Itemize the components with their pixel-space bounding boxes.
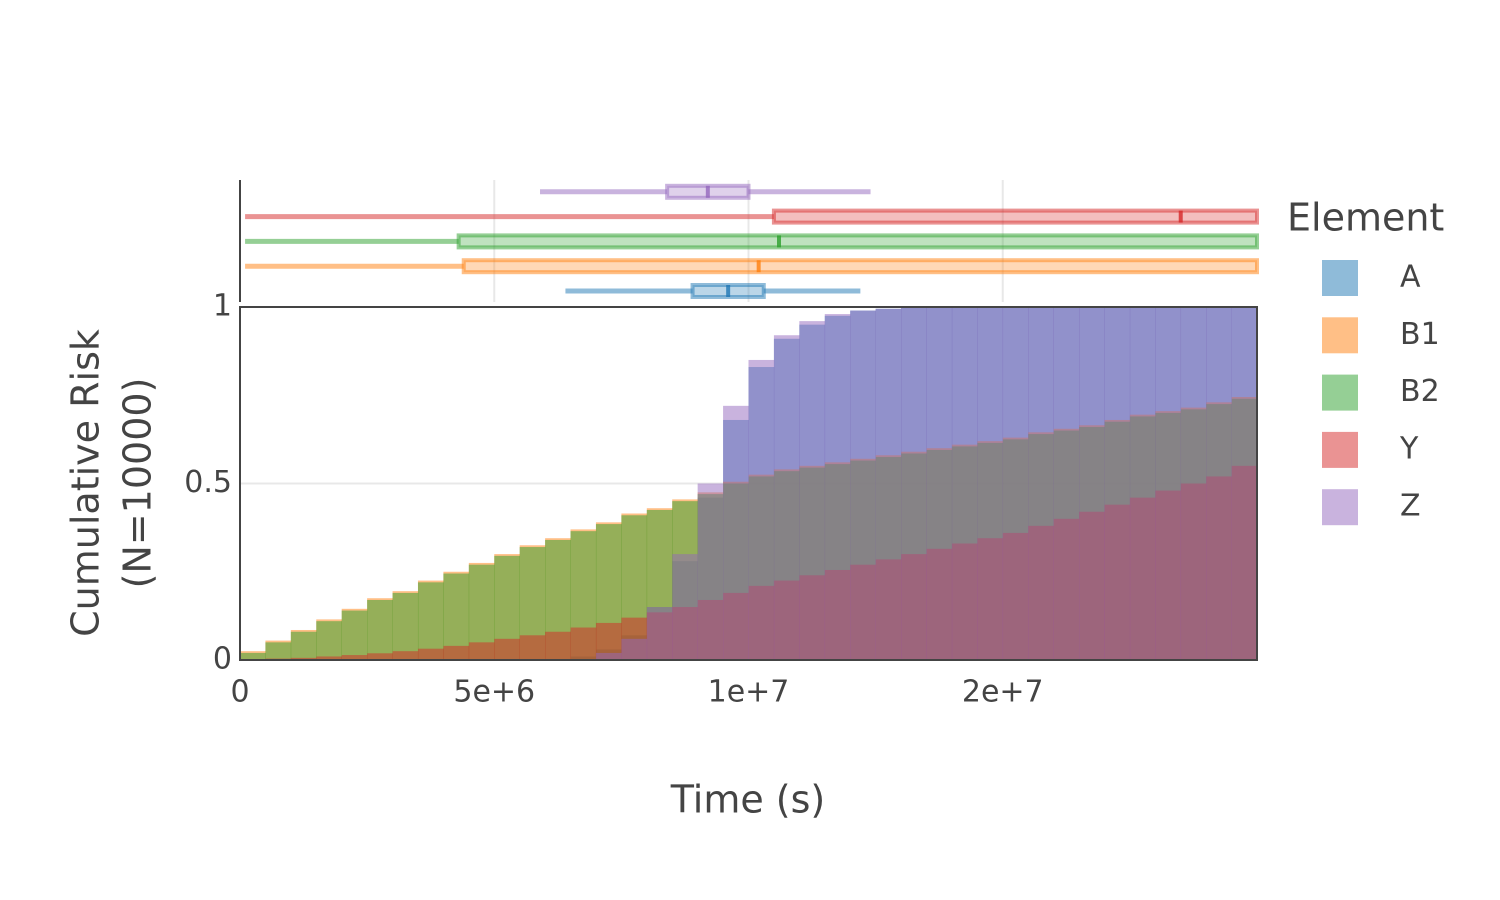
histogram-bar	[494, 638, 520, 660]
y-tick-label: 1	[213, 289, 232, 324]
box	[771, 208, 1259, 225]
legend-swatch	[1322, 374, 1358, 411]
histogram-bar	[595, 652, 622, 660]
histogram-bar	[443, 645, 470, 660]
histogram-bar	[545, 631, 571, 660]
histogram-bar	[1104, 307, 1131, 660]
histogram-bar	[951, 307, 978, 660]
histogram-bar	[1155, 307, 1182, 660]
histogram-bar	[341, 655, 368, 660]
histogram-bar	[341, 610, 368, 660]
histogram-bar	[1079, 307, 1105, 660]
histogram-bar	[901, 307, 927, 660]
histogram-bar	[1129, 307, 1156, 660]
box	[456, 233, 1259, 250]
histogram-bar	[824, 314, 851, 660]
histogram-bar	[1053, 307, 1080, 660]
legend-label: Z	[1400, 489, 1421, 524]
y-tick-label: 0	[213, 642, 232, 677]
y-axis-title: (N=10000)	[116, 378, 160, 589]
histogram-bar	[850, 310, 876, 660]
legend-swatch	[1322, 260, 1358, 296]
histogram-bar	[977, 307, 1004, 660]
histogram-bar	[468, 642, 495, 660]
legend-label: Y	[1399, 431, 1419, 466]
histogram-bar	[290, 657, 317, 660]
y-axis-title: Cumulative Risk	[64, 329, 108, 637]
legend-title: Element	[1287, 196, 1444, 240]
x-tick-label: 2e+7	[962, 675, 1044, 710]
x-axis-title: Time (s)	[670, 778, 826, 822]
x-tick-label: 5e+6	[453, 675, 535, 710]
x-tick-label: 0	[230, 675, 249, 710]
histogram-bar	[367, 653, 393, 660]
legend-swatch	[1322, 431, 1358, 468]
histogram-bar	[1002, 307, 1029, 660]
histogram-bar	[367, 599, 393, 660]
histogram-bar	[392, 592, 419, 660]
histogram-bar	[240, 652, 266, 660]
histogram-bar	[417, 648, 444, 660]
legend-label: A	[1400, 260, 1421, 295]
plot-frame	[239, 306, 1258, 661]
histogram-bar	[316, 621, 342, 660]
histogram-bar	[1180, 307, 1207, 660]
legend-label: B1	[1400, 317, 1440, 352]
histogram-bar	[926, 307, 953, 660]
box	[461, 258, 1259, 275]
histogram-bar	[875, 308, 902, 660]
histogram-bar	[417, 582, 444, 660]
histogram-bar	[1206, 307, 1232, 660]
histogram-bar	[621, 638, 648, 660]
histogram-bar	[646, 607, 673, 660]
histogram-bar	[290, 631, 317, 660]
histogram-bar	[697, 483, 724, 660]
histogram-bar	[773, 335, 800, 660]
histogram-bar	[799, 321, 826, 660]
legend-label: B2	[1400, 374, 1440, 409]
histogram-bar	[392, 651, 419, 660]
histogram-bar	[519, 635, 546, 660]
histogram-bar	[723, 405, 749, 660]
histogram-bar	[443, 573, 470, 660]
legend-swatch	[1322, 489, 1358, 526]
histogram-bar	[265, 642, 292, 660]
histogram-bar	[1231, 307, 1258, 660]
histogram-bar	[570, 627, 597, 660]
histogram-bar	[748, 359, 775, 660]
histogram-bar	[1028, 307, 1054, 660]
histogram-bar	[672, 554, 698, 660]
x-tick-label: 1e+7	[708, 675, 790, 710]
legend-swatch	[1322, 317, 1358, 354]
histogram-bar	[316, 656, 342, 660]
y-tick-label: 0.5	[184, 465, 232, 500]
